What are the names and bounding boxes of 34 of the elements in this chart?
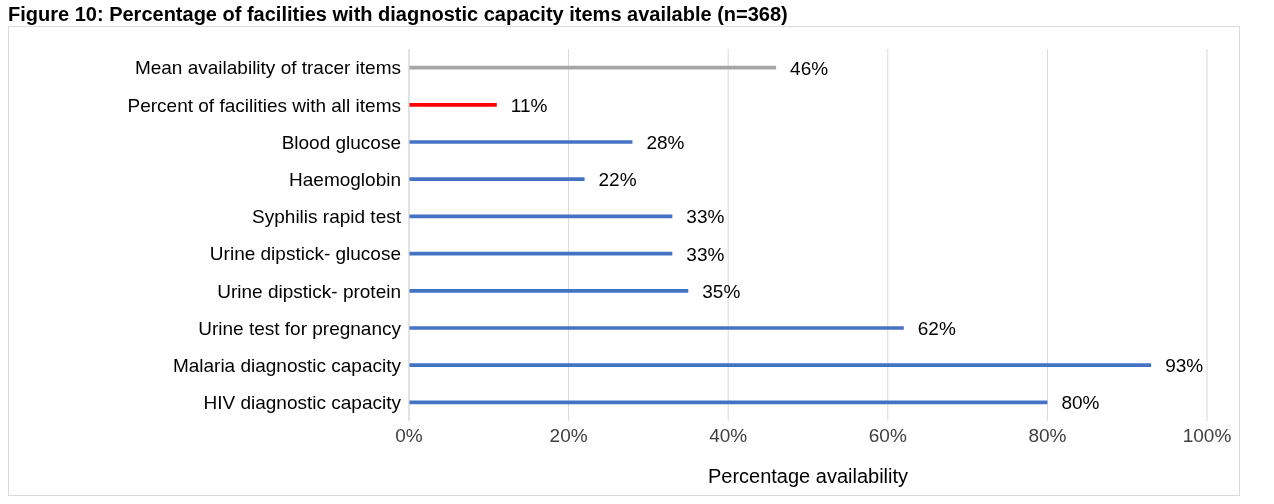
y-tick-label: Haemoglobin [289, 168, 401, 190]
x-tick-label: 0% [395, 425, 423, 447]
data-label: 46% [790, 57, 829, 79]
x-tick-label: 100% [1182, 425, 1232, 447]
y-tick-label: HIV diagnostic capacity [203, 392, 402, 414]
y-tick-label: Mean availability of tracer items [134, 57, 401, 79]
y-tick-label: Malaria diagnostic capacity [172, 354, 402, 376]
x-tick-label: 60% [868, 425, 907, 447]
data-label: 22% [598, 169, 637, 191]
data-label: 80% [1061, 392, 1100, 414]
bar [409, 140, 633, 144]
data-label: 35% [702, 280, 741, 302]
x-tick-label: 40% [709, 425, 748, 447]
data-label: 33% [686, 243, 725, 265]
y-tick-label: Percent of facilities with all items [127, 94, 401, 116]
data-label: 93% [1165, 355, 1204, 377]
bar [409, 102, 497, 107]
bar [409, 288, 689, 293]
y-tick-label: Urine dipstick- protein [217, 280, 401, 302]
bar [409, 326, 904, 330]
y-tick-label: Syphilis rapid test [252, 206, 402, 228]
data-label: 11% [510, 94, 548, 116]
data-label: 28% [646, 132, 685, 153]
y-tick-label: Urine test for pregnancy [198, 317, 402, 339]
data-label: 33% [686, 206, 725, 228]
x-axis-title: Percentage availability [707, 465, 909, 487]
y-tick-label: Urine dipstick- glucose [209, 243, 401, 265]
x-tick-label: 20% [549, 425, 588, 447]
data-label: 62% [917, 318, 956, 339]
chart-title: Figure 10: Percentage of facilities with diagnostic capacity items available (n=368) [8, 2, 789, 26]
y-tick-label: Blood glucose [281, 131, 401, 153]
x-tick-label: 80% [1028, 425, 1067, 447]
bar [409, 363, 1152, 368]
bar [409, 177, 585, 182]
